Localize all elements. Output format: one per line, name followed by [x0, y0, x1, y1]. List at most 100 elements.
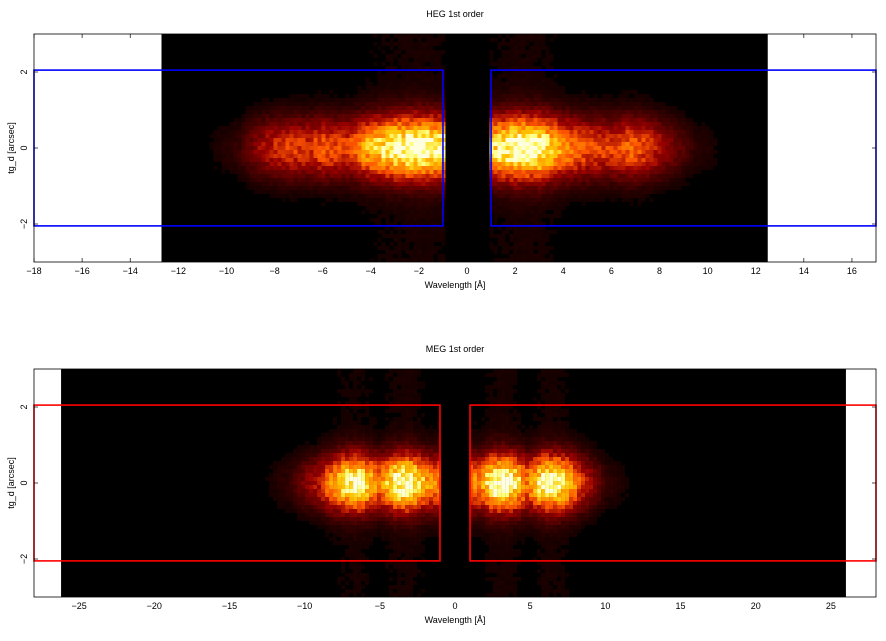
heatmap-cell — [666, 150, 670, 154]
heatmap-cell — [382, 118, 386, 122]
heatmap-cell — [305, 477, 309, 481]
heatmap-cell — [397, 389, 401, 393]
heatmap-cell — [242, 126, 246, 130]
heatmap-cell — [610, 134, 614, 138]
heatmap-cell — [586, 162, 590, 166]
heatmap-cell — [373, 493, 377, 497]
heatmap-cell — [238, 130, 242, 134]
heatmap-cell — [502, 58, 506, 62]
heatmap-cell — [506, 178, 510, 182]
heatmap-cell — [369, 441, 373, 445]
heatmap-cell — [686, 150, 690, 154]
heatmap-cell — [278, 174, 282, 178]
heatmap-cell — [542, 250, 546, 254]
heatmap-cell — [273, 481, 277, 485]
heatmap-cell — [430, 46, 434, 50]
heatmap-cell — [413, 485, 417, 489]
heatmap-cell — [401, 437, 405, 441]
heatmap-cell — [534, 54, 538, 58]
heatmap-cell — [570, 118, 574, 122]
heatmap-cell — [510, 162, 514, 166]
heatmap-cell — [594, 170, 598, 174]
heatmap-cell — [398, 106, 402, 110]
heatmap-cell — [530, 158, 534, 162]
heatmap-cell — [570, 122, 574, 126]
heatmap-cell — [298, 178, 302, 182]
heatmap-cell — [362, 142, 366, 146]
heatmap-cell — [438, 178, 442, 182]
heatmap-cell — [550, 126, 554, 130]
heatmap-cell — [381, 453, 385, 457]
heatmap-cell — [393, 445, 397, 449]
heatmap-cell — [410, 198, 414, 202]
heatmap-cell — [325, 437, 329, 441]
heatmap-cell — [258, 178, 262, 182]
heatmap-cell — [622, 174, 626, 178]
heatmap-cell — [353, 385, 357, 389]
heatmap-cell — [405, 389, 409, 393]
heatmap-cell — [385, 501, 389, 505]
heatmap-cell — [546, 190, 550, 194]
heatmap-cell — [329, 473, 333, 477]
heatmap-cell — [385, 377, 389, 381]
heatmap-cell — [401, 525, 405, 529]
heatmap-cell — [417, 417, 421, 421]
heatmap-cell — [590, 126, 594, 130]
heatmap-cell — [686, 182, 690, 186]
heatmap-cell — [622, 182, 626, 186]
heatmap-cell — [438, 94, 442, 98]
heatmap-cell — [302, 178, 306, 182]
heatmap-cell — [341, 485, 345, 489]
heatmap-cell — [538, 42, 542, 46]
heatmap-cell — [382, 110, 386, 114]
heatmap-cell — [281, 457, 285, 461]
heatmap-cell — [666, 174, 670, 178]
heatmap-cell — [333, 477, 337, 481]
heatmap-cell — [321, 461, 325, 465]
heatmap-cell — [594, 166, 598, 170]
heatmap-cell — [402, 150, 406, 154]
heatmap-cell — [650, 154, 654, 158]
heatmap-cell — [353, 437, 357, 441]
heatmap-cell — [258, 114, 262, 118]
heatmap-cell — [386, 126, 390, 130]
heatmap-cell — [306, 174, 310, 178]
heatmap-cell — [514, 130, 518, 134]
heatmap-cell — [405, 505, 409, 509]
heatmap-cell — [422, 170, 426, 174]
heatmap-cell — [270, 182, 274, 186]
heatmap-cell — [538, 130, 542, 134]
heatmap-cell — [377, 461, 381, 465]
heatmap-cell — [321, 505, 325, 509]
heatmap-cell — [674, 166, 678, 170]
heatmap-cell — [302, 126, 306, 130]
heatmap-cell — [550, 58, 554, 62]
heatmap-cell — [377, 469, 381, 473]
heatmap-cell — [293, 469, 297, 473]
heatmap-cell — [414, 146, 418, 150]
heatmap-cell — [349, 553, 353, 557]
heatmap-cell — [586, 122, 590, 126]
heatmap-cell — [373, 465, 377, 469]
heatmap-cell — [414, 182, 418, 186]
heatmap-cell — [314, 186, 318, 190]
heatmap-cell — [606, 110, 610, 114]
heatmap-cell — [498, 122, 502, 126]
heatmap-cell — [706, 158, 710, 162]
heatmap-cell — [361, 429, 365, 433]
heatmap-cell — [622, 122, 626, 126]
heatmap-cell — [325, 493, 329, 497]
heatmap-cell — [534, 130, 538, 134]
heatmap-cell — [630, 142, 634, 146]
heatmap-cell — [602, 102, 606, 106]
heatmap-cell — [686, 162, 690, 166]
heatmap-cell — [394, 134, 398, 138]
heatmap-cell — [310, 106, 314, 110]
heatmap-cell — [413, 409, 417, 413]
heatmap-cell — [234, 170, 238, 174]
heatmap-cell — [622, 194, 626, 198]
heatmap-cell — [274, 190, 278, 194]
heatmap-cell — [385, 517, 389, 521]
heatmap-cell — [254, 154, 258, 158]
heatmap-cell — [337, 473, 341, 477]
